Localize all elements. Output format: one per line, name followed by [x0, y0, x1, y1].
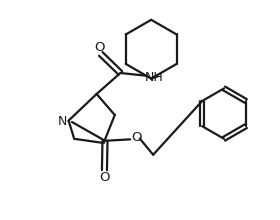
Text: O: O — [99, 171, 110, 184]
Text: O: O — [131, 132, 142, 145]
Text: N: N — [58, 116, 67, 128]
Text: NH: NH — [145, 71, 163, 84]
Text: O: O — [94, 41, 105, 54]
